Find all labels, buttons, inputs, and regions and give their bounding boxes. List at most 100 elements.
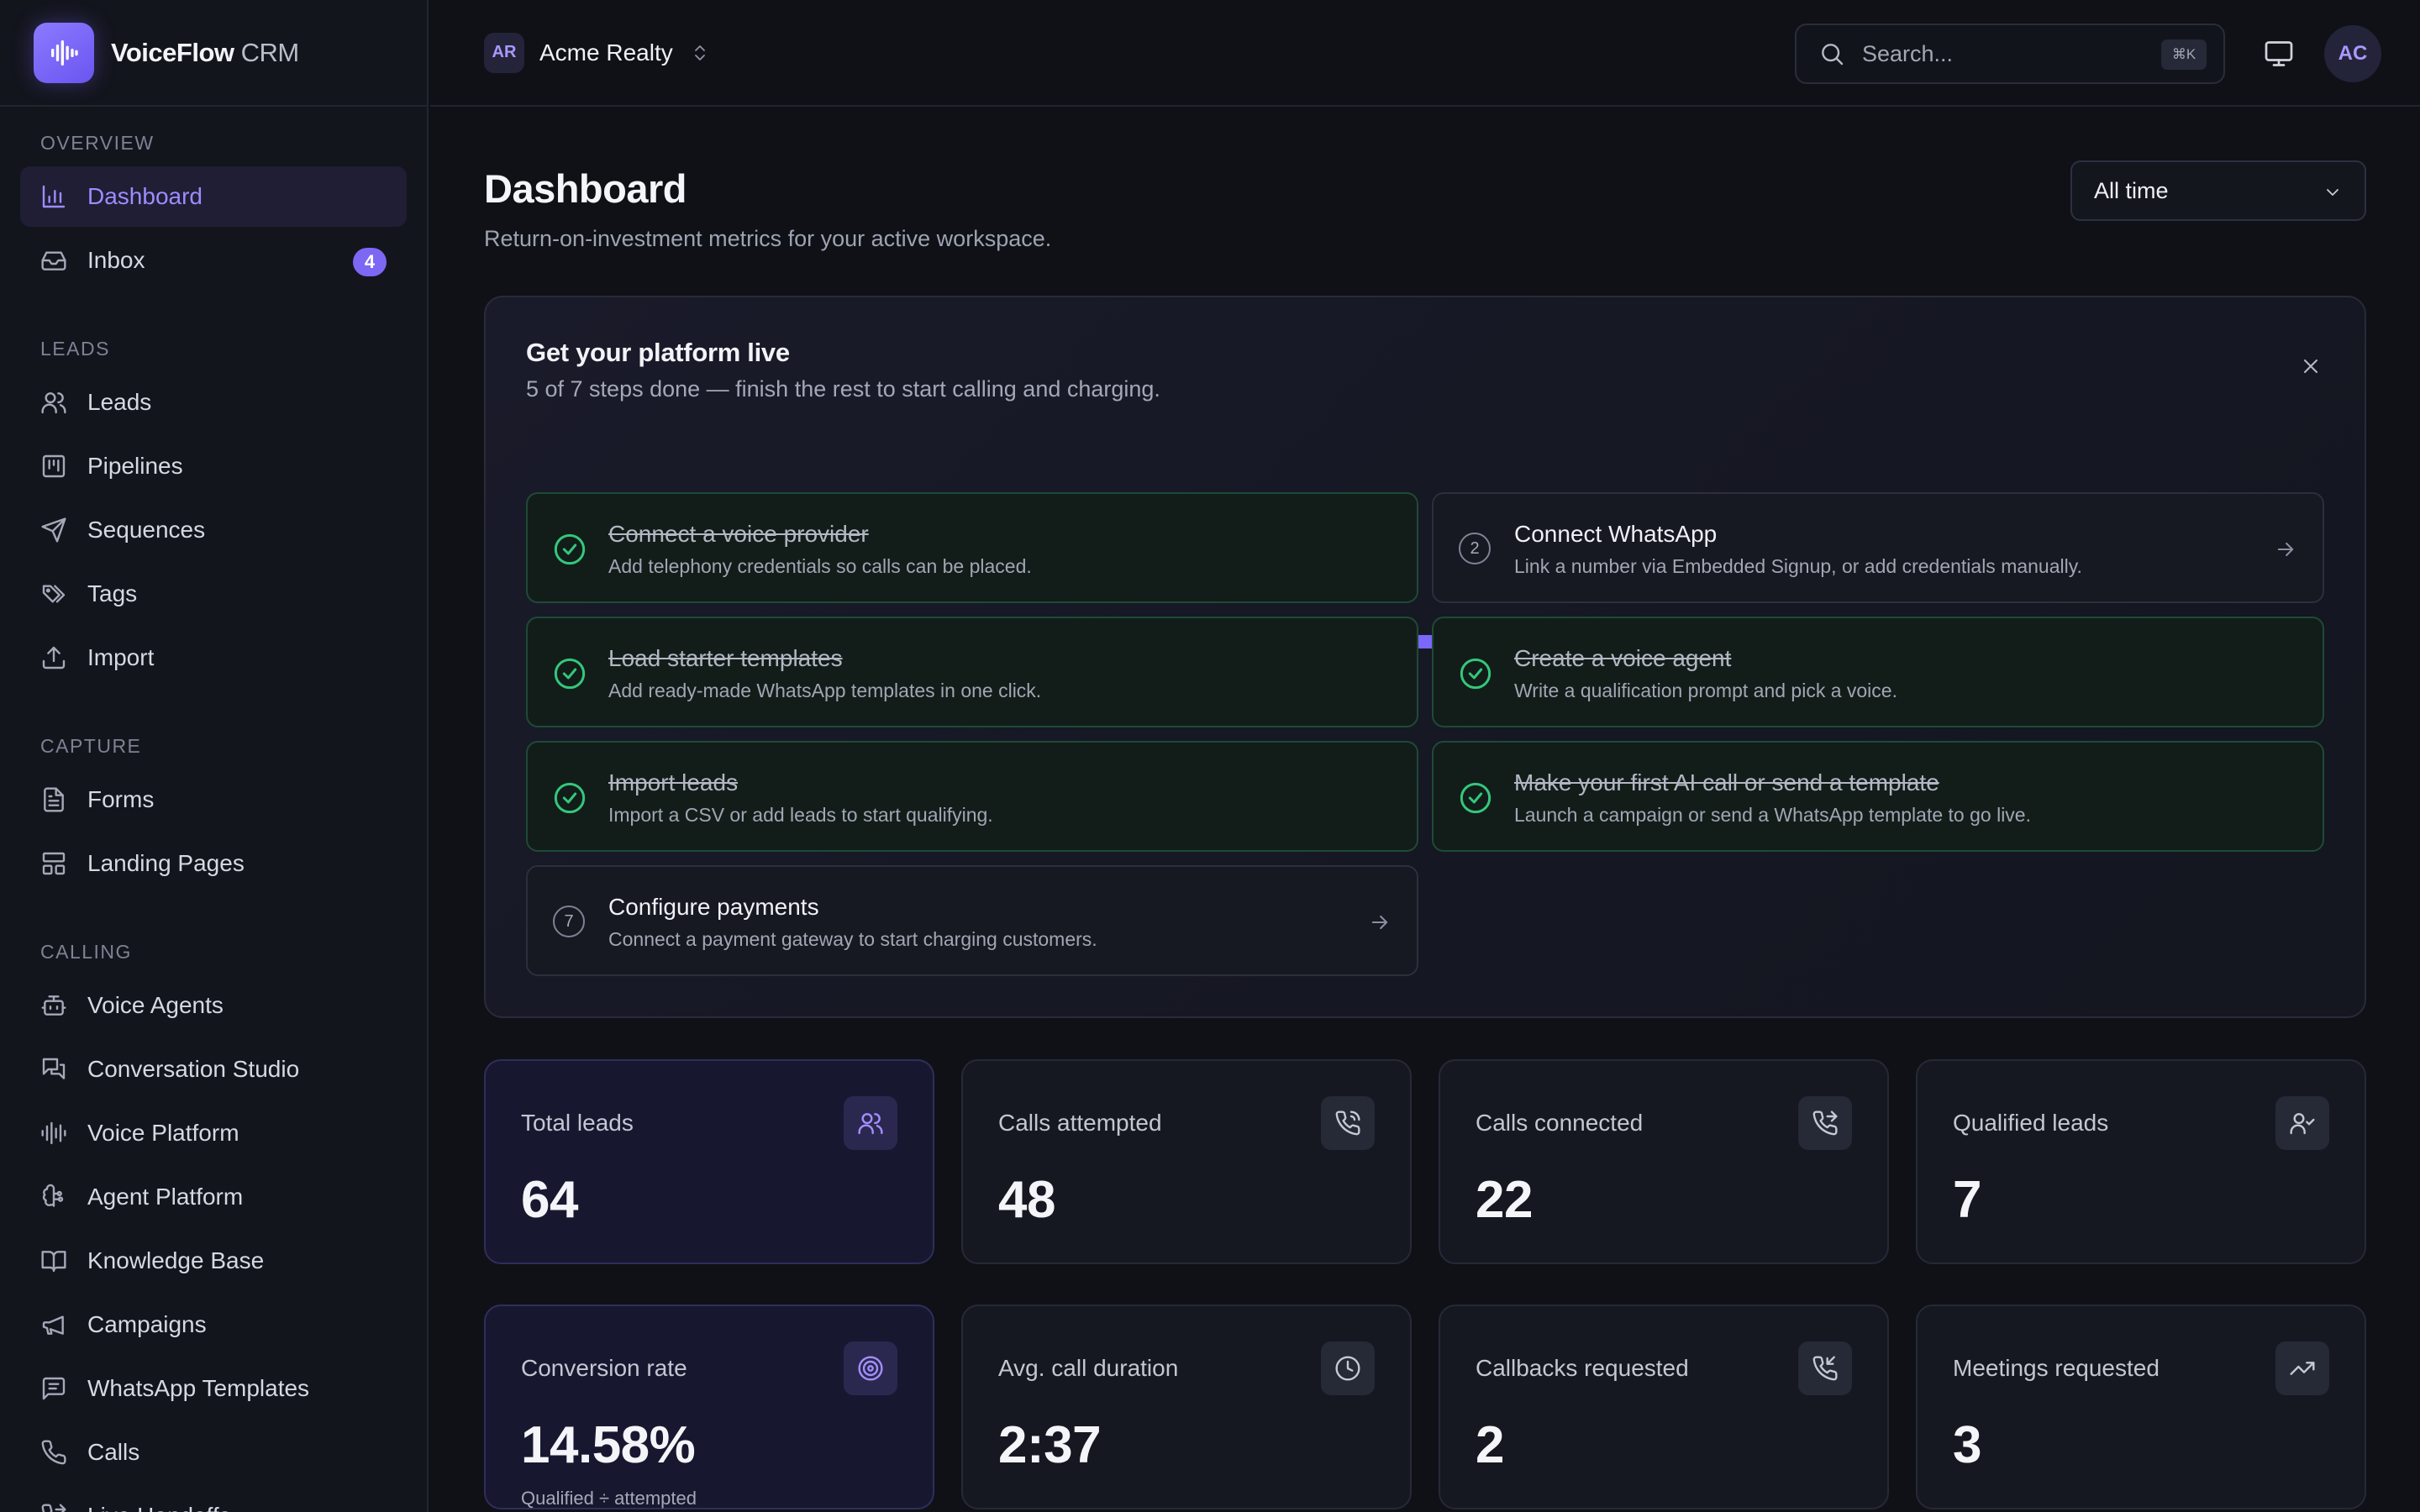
sidebar-item-label: Voice Agents [87,992,224,1018]
kanban-icon [42,454,66,478]
stat-card-callbacks-requested: Callbacks requested 2 [1439,1305,1889,1509]
workspace-avatar: AR [484,32,524,73]
topbar: AR Acme Realty Search... ⌘K AC [430,0,2420,107]
nav-section-overview: OVERVIEW [40,132,155,154]
stat-card-conversion-rate: Conversion rate 14.58% Qualified ÷ attem… [484,1305,934,1509]
sidebar-item-conversation-studio[interactable]: Conversation Studio [20,1039,407,1100]
phone-forward-icon [41,1504,66,1512]
close-icon[interactable] [2299,354,2323,378]
layout-icon [42,852,66,875]
sidebar-item-voice-platform[interactable]: Voice Platform [20,1103,407,1163]
search-placeholder: Search... [1862,40,1954,66]
file-text-icon [44,787,64,812]
brain-icon [42,1184,64,1207]
step-description: Add ready-made WhatsApp templates in one… [608,680,1042,701]
stat-value: 48 [998,1171,1055,1229]
sidebar-item-label: Knowledge Base [87,1247,265,1273]
nav-section-calling: CALLING [40,941,132,963]
chevron-down-icon [2327,189,2338,196]
check-circle-icon [1460,658,1491,690]
sidebar-item-leads[interactable]: Leads [20,372,407,433]
step-description: Link a number via Embedded Signup, or ad… [1514,555,2082,577]
book-icon [41,1251,66,1273]
stat-value: 2:37 [998,1416,1102,1474]
sidebar-item-calls[interactable]: Calls [20,1422,407,1483]
sidebar-item-voice-agents[interactable]: Voice Agents [20,975,407,1036]
sidebar-item-pipelines[interactable]: Pipelines [20,436,407,496]
stat-note: Qualified ÷ attempted [521,1488,697,1509]
chevrons-up-down-icon [694,45,705,60]
page-title: Dashboard [484,166,687,211]
sidebar-item-label: Sequences [87,517,206,543]
onboarding-card: Get your platform live 5 of 7 steps done… [484,296,2366,1018]
sidebar-item-knowledge-base[interactable]: Knowledge Base [20,1231,407,1291]
onboarding-step-configure-payments[interactable]: 7 Configure payments Connect a payment g… [526,865,1418,976]
sidebar-item-label: Leads [87,389,152,415]
step-description: Connect a payment gateway to start charg… [608,928,1097,950]
sidebar-item-agent-platform[interactable]: Agent Platform [20,1167,407,1227]
megaphone-icon [42,1315,64,1335]
stat-label: Conversion rate [521,1355,687,1381]
step-description: Launch a campaign or send a WhatsApp tem… [1514,804,2031,826]
send-icon [41,517,66,543]
sidebar-item-label: Import [87,644,155,670]
stat-card-qualified-leads: Qualified leads 7 [1916,1059,2366,1264]
sidebar-item-campaigns[interactable]: Campaigns [20,1294,407,1355]
stat-label: Callbacks requested [1476,1355,1689,1381]
sidebar-item-tags[interactable]: Tags [20,564,407,624]
sidebar-item-dashboard[interactable]: Dashboard [20,166,407,227]
step-title: Make your first AI call or send a templa… [1514,769,1939,795]
stat-value: 64 [521,1171,578,1229]
sidebar-item-label: Forms [87,786,155,812]
phone-incoming-icon [1798,1341,1852,1395]
bar-chart-icon [42,185,66,208]
step-title: Configure payments [608,894,819,920]
sidebar: VoiceFlow CRM OVERVIEW Dashboard Inbox 4… [0,0,429,1512]
stat-value: 3 [1953,1416,1981,1474]
arrow-right-icon [1371,915,1388,930]
sidebar-item-inbox[interactable]: Inbox 4 [20,230,407,291]
stat-card-calls-attempted: Calls attempted 48 [961,1059,1412,1264]
sidebar-item-label: Conversation Studio [87,1056,300,1082]
nav-section-capture: CAPTURE [40,735,142,757]
sidebar-item-landing-pages[interactable]: Landing Pages [20,833,407,894]
sidebar-item-whatsapp-templates[interactable]: WhatsApp Templates [20,1358,407,1419]
time-range-select[interactable]: All time [2070,160,2366,221]
inbox-icon [41,251,66,270]
stat-value: 7 [1953,1171,1981,1229]
stat-value: 22 [1476,1171,1533,1229]
tags-icon [42,585,66,603]
sidebar-item-live-handoffs[interactable]: Live Handoffs [20,1486,407,1512]
message-square-icon [42,1377,66,1400]
onboarding-step-first-ai-call[interactable]: Make your first AI call or send a templa… [1432,741,2324,852]
phone-icon [41,1440,66,1465]
bot-icon [41,995,66,1016]
sidebar-item-label: Inbox [87,247,145,273]
stat-label: Meetings requested [1953,1355,2160,1381]
brand[interactable]: VoiceFlow CRM [0,0,427,107]
onboarding-step-create-voice-agent[interactable]: Create a voice agent Write a qualificati… [1432,617,2324,727]
workspace-switcher[interactable]: AR Acme Realty [484,32,710,73]
onboarding-step-load-starter-templates[interactable]: Load starter templates Add ready-made Wh… [526,617,1418,727]
stat-label: Total leads [521,1110,634,1136]
onboarding-step-import-leads[interactable]: Import leads Import a CSV or add leads t… [526,741,1418,852]
workspace-name: Acme Realty [539,39,673,66]
stat-label: Qualified leads [1953,1110,2109,1136]
sidebar-item-forms[interactable]: Forms [20,769,407,830]
app-name: VoiceFlow CRM [111,37,299,67]
user-avatar[interactable]: AC [2324,25,2381,82]
onboarding-step-connect-whatsapp[interactable]: 2 Connect WhatsApp Link a number via Emb… [1432,492,2324,603]
trending-up-icon [2275,1341,2329,1395]
monitor-icon[interactable] [2264,39,2294,69]
step-title: Create a voice agent [1514,645,1732,671]
sidebar-item-sequences[interactable]: Sequences [20,500,407,560]
user-check-icon [2275,1096,2329,1150]
check-circle-icon [554,782,586,814]
step-description: Add telephony credentials so calls can b… [608,555,1032,577]
search-input[interactable]: Search... ⌘K [1795,24,2225,84]
onboarding-step-connect-voice-provider[interactable]: Connect a voice provider Add telephony c… [526,492,1418,603]
users-icon [41,392,66,414]
check-circle-icon [1460,782,1491,814]
stat-label: Calls connected [1476,1110,1644,1136]
sidebar-item-import[interactable]: Import [20,627,407,688]
